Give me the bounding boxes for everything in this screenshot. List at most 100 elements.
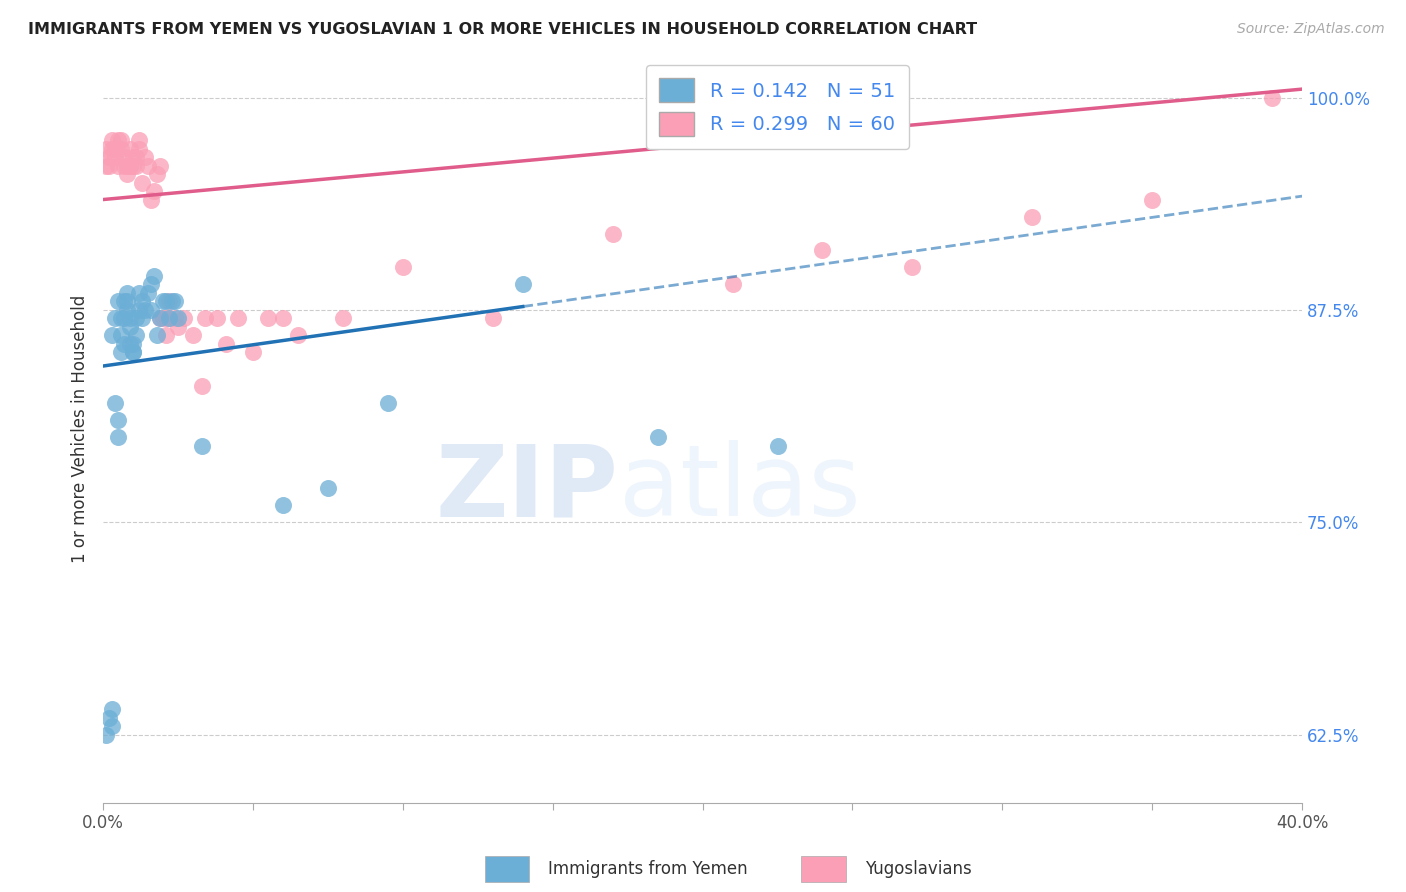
- Point: [191, 439, 214, 453]
- Point: [128, 133, 150, 147]
- Point: [94, 159, 117, 173]
- Point: [901, 260, 924, 275]
- Point: [152, 311, 174, 326]
- Point: [110, 328, 132, 343]
- Point: [112, 294, 135, 309]
- Point: [316, 481, 339, 495]
- Point: [131, 294, 153, 309]
- Point: [143, 184, 166, 198]
- Point: [122, 159, 145, 173]
- Point: [110, 345, 132, 359]
- Point: [165, 311, 187, 326]
- Point: [125, 150, 148, 164]
- Point: [721, 277, 744, 292]
- Point: [167, 311, 190, 326]
- Point: [107, 159, 129, 173]
- Bar: [801, 855, 846, 882]
- Point: [811, 244, 834, 258]
- Point: [112, 150, 135, 164]
- Point: [157, 311, 180, 326]
- Point: [101, 702, 124, 716]
- Point: [287, 328, 309, 343]
- Text: Immigrants from Yemen: Immigrants from Yemen: [548, 860, 748, 878]
- Point: [120, 159, 142, 173]
- Point: [131, 311, 153, 326]
- Point: [146, 167, 169, 181]
- Legend: R = 0.142   N = 51, R = 0.299   N = 60: R = 0.142 N = 51, R = 0.299 N = 60: [645, 65, 908, 149]
- Point: [125, 328, 148, 343]
- Point: [191, 379, 214, 393]
- Text: atlas: atlas: [619, 440, 860, 537]
- Point: [160, 294, 183, 309]
- Bar: [485, 855, 530, 882]
- Point: [112, 337, 135, 351]
- Point: [107, 430, 129, 444]
- Point: [647, 430, 669, 444]
- Point: [110, 133, 132, 147]
- Text: Source: ZipAtlas.com: Source: ZipAtlas.com: [1237, 22, 1385, 37]
- Point: [125, 159, 148, 173]
- Point: [122, 345, 145, 359]
- Point: [139, 193, 162, 207]
- Point: [1140, 193, 1163, 207]
- Point: [101, 328, 124, 343]
- Point: [115, 285, 138, 300]
- Point: [157, 294, 180, 309]
- Text: IMMIGRANTS FROM YEMEN VS YUGOSLAVIAN 1 OR MORE VEHICLES IN HOUSEHOLD CORRELATION: IMMIGRANTS FROM YEMEN VS YUGOSLAVIAN 1 O…: [28, 22, 977, 37]
- Point: [110, 311, 132, 326]
- Point: [181, 328, 204, 343]
- Point: [602, 227, 624, 241]
- Point: [107, 133, 129, 147]
- Point: [104, 150, 127, 164]
- Point: [98, 159, 121, 173]
- Point: [377, 396, 399, 410]
- Point: [173, 311, 195, 326]
- Point: [104, 142, 127, 156]
- Point: [152, 294, 174, 309]
- Point: [1021, 210, 1043, 224]
- Point: [122, 337, 145, 351]
- Point: [155, 328, 177, 343]
- Point: [167, 320, 190, 334]
- Point: [205, 311, 228, 326]
- Point: [146, 328, 169, 343]
- Point: [157, 311, 180, 326]
- Point: [271, 498, 294, 512]
- Point: [257, 311, 280, 326]
- Point: [120, 337, 142, 351]
- Point: [155, 311, 177, 326]
- Point: [120, 320, 142, 334]
- Point: [332, 311, 354, 326]
- Point: [165, 294, 187, 309]
- Point: [112, 159, 135, 173]
- Point: [115, 302, 138, 317]
- Point: [136, 159, 159, 173]
- Text: Yugoslavians: Yugoslavians: [865, 860, 972, 878]
- Point: [194, 311, 217, 326]
- Point: [149, 159, 172, 173]
- Point: [112, 311, 135, 326]
- Point: [128, 142, 150, 156]
- Point: [104, 311, 127, 326]
- Point: [215, 337, 238, 351]
- Point: [101, 142, 124, 156]
- Point: [115, 159, 138, 173]
- Point: [98, 711, 121, 725]
- Y-axis label: 1 or more Vehicles in Household: 1 or more Vehicles in Household: [72, 294, 89, 563]
- Point: [134, 150, 156, 164]
- Point: [226, 311, 249, 326]
- Point: [104, 396, 127, 410]
- Point: [1261, 90, 1284, 104]
- Point: [128, 302, 150, 317]
- Point: [107, 294, 129, 309]
- Point: [94, 142, 117, 156]
- Point: [242, 345, 264, 359]
- Point: [98, 150, 121, 164]
- Point: [122, 150, 145, 164]
- Point: [131, 176, 153, 190]
- Point: [115, 167, 138, 181]
- Point: [115, 294, 138, 309]
- Point: [143, 268, 166, 283]
- Point: [149, 311, 172, 326]
- Point: [271, 311, 294, 326]
